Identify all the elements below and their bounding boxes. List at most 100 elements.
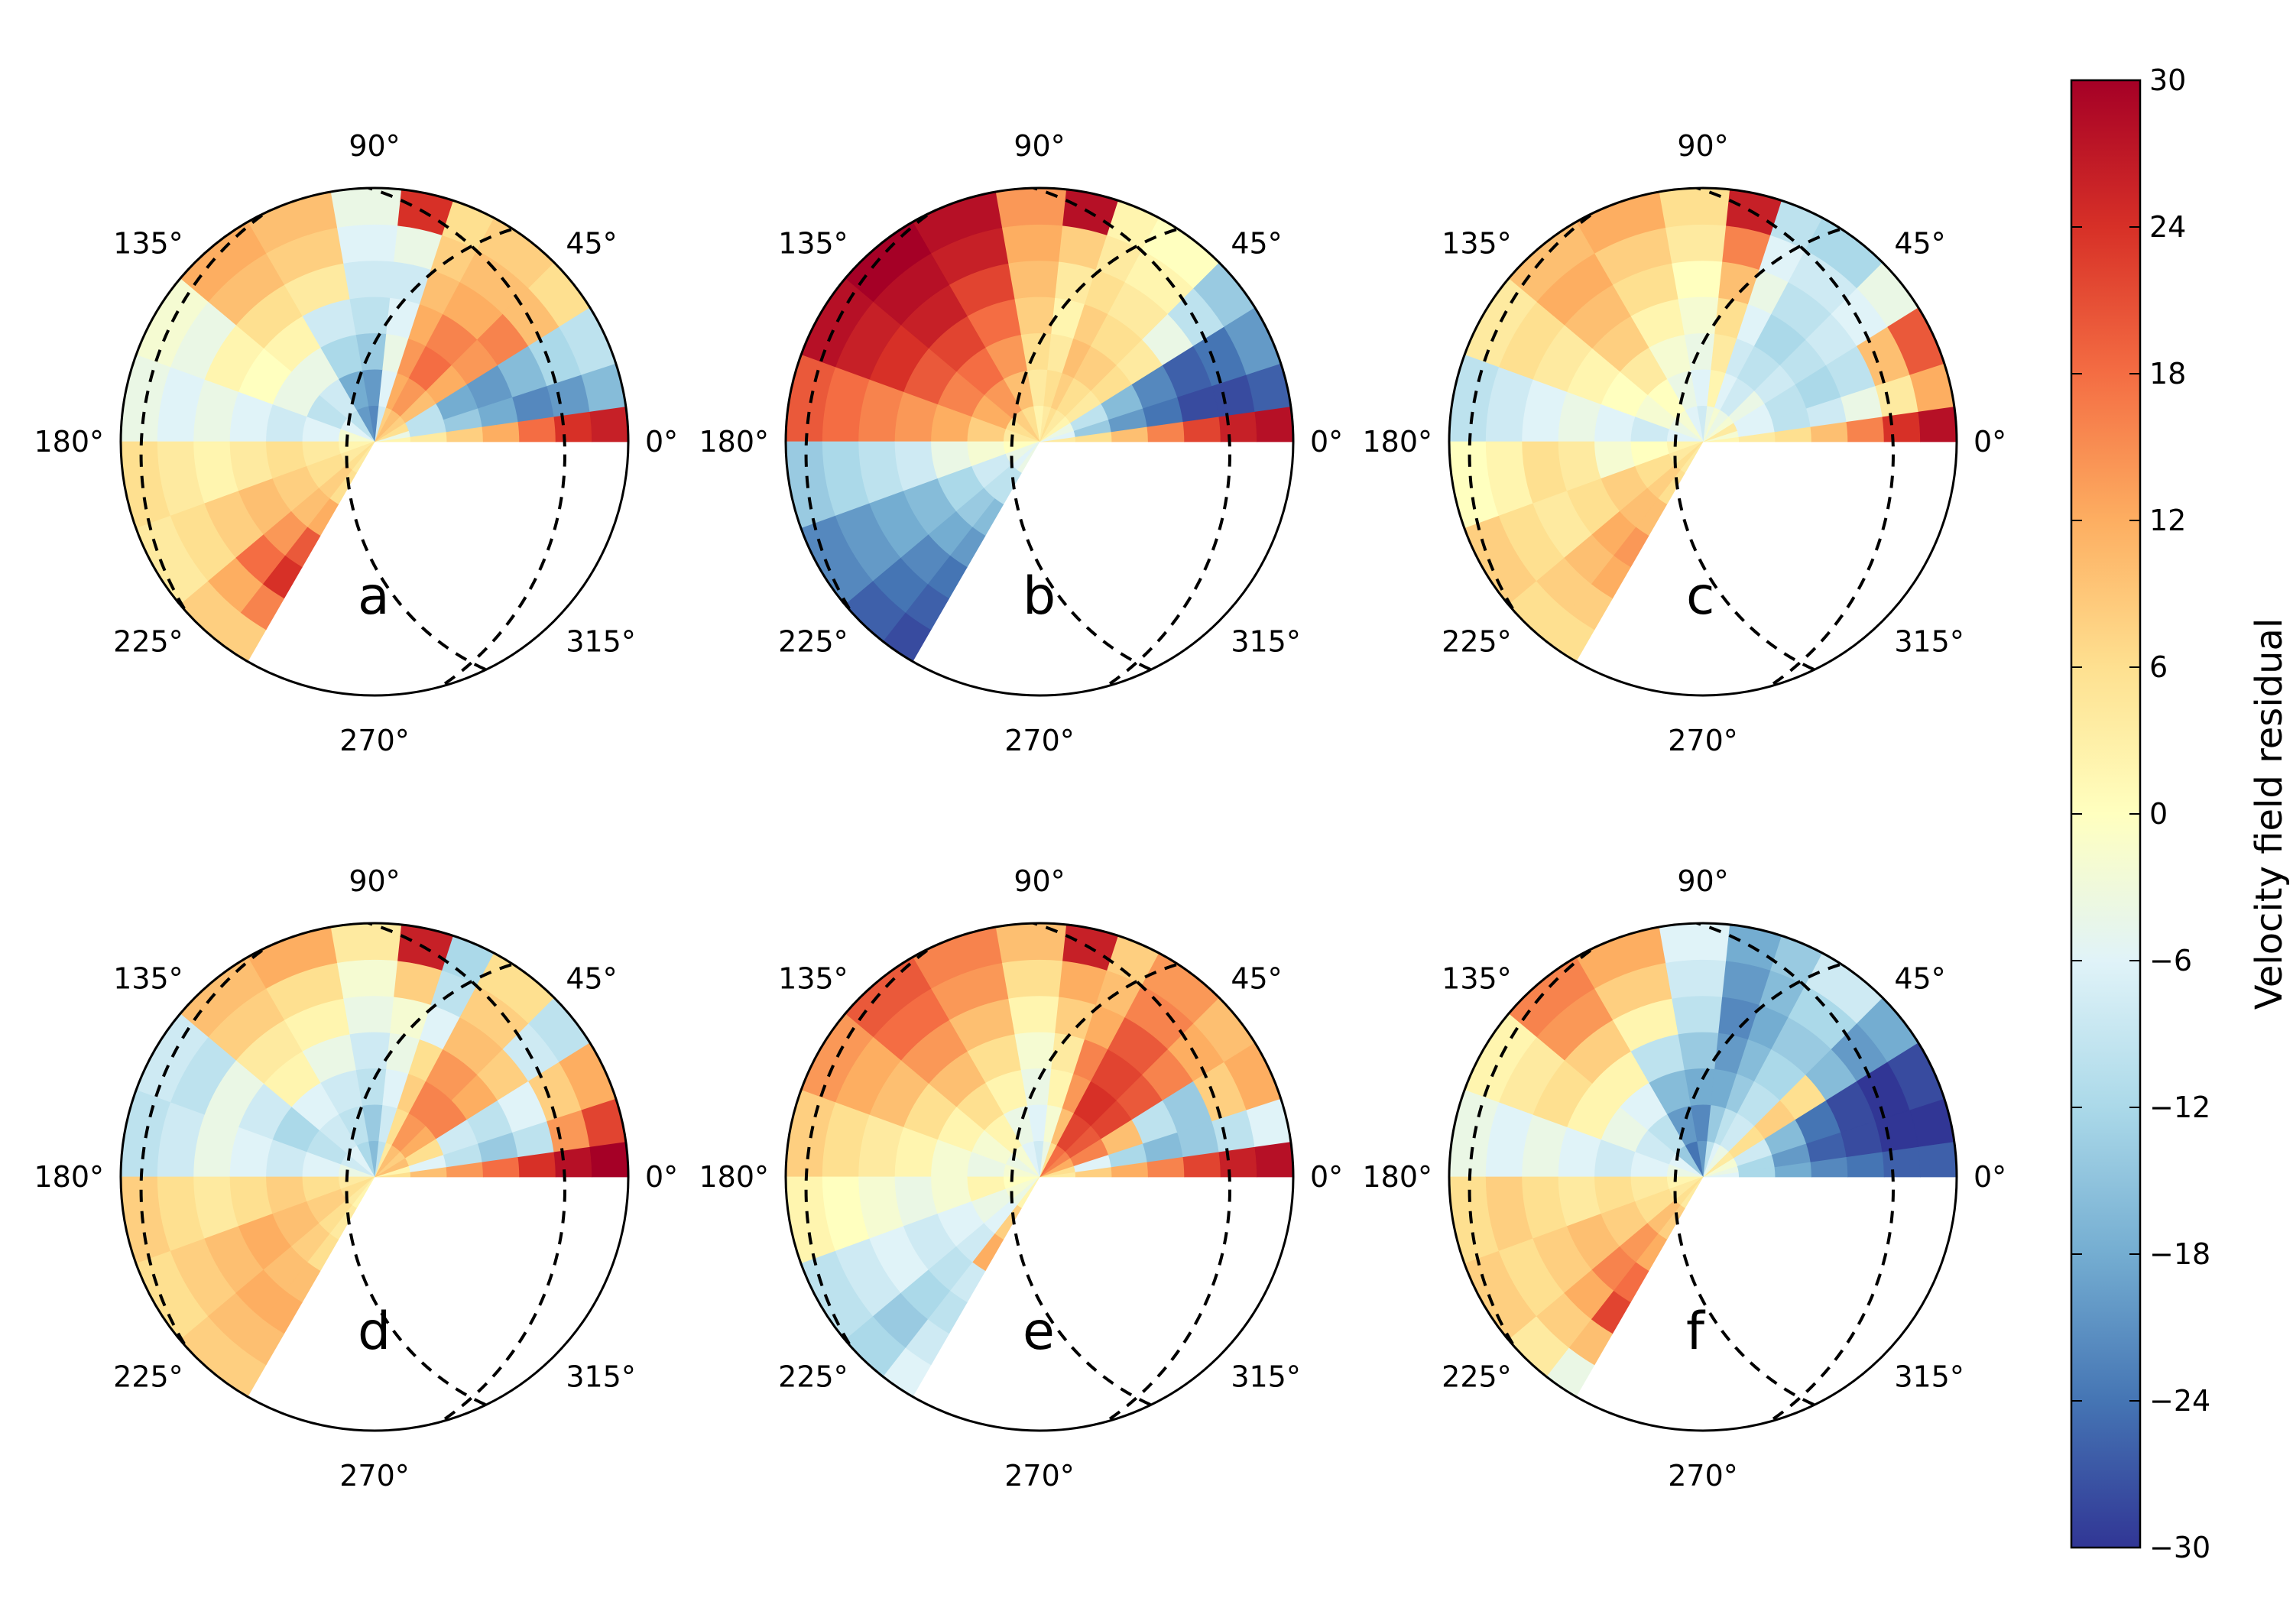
panel-letter: d (358, 1301, 391, 1362)
panel-letter: b (1023, 566, 1056, 627)
theta-tick-label: 0° (1310, 425, 1343, 459)
colorbar-tick-label: 24 (2149, 210, 2186, 244)
theta-tick-label: 45° (1231, 962, 1282, 996)
polar-panels: 0° 45° 90° 135° 180° 225° 270° 315° a 0° 45° 90° 135… (34, 129, 2006, 1493)
wedge-cell (1671, 260, 1723, 300)
dashed-arc (139, 188, 628, 695)
theta-tick-label: 180° (34, 1160, 104, 1194)
colorbar: 30 24 18 12 6 0 −6 −12 −18 −24 −30 Velocity field … (2070, 63, 2291, 1564)
wedge-cell (349, 1031, 391, 1071)
theta-tick-label: 315° (566, 624, 636, 658)
theta-tick-label: 225° (778, 624, 848, 658)
theta-tick-label: 45° (1231, 227, 1282, 261)
colorbar-label: Velocity field residual (2248, 618, 2291, 1010)
theta-tick-label: 45° (566, 227, 617, 261)
panel-a: 0° 45° 90° 135° 180° 225° 270° 315° a (34, 129, 678, 757)
dashed-arc (1468, 923, 1957, 1431)
theta-tick-label: 90° (349, 864, 400, 898)
colorbar-tick-label: −24 (2149, 1384, 2210, 1418)
theta-tick-label: 0° (645, 425, 678, 459)
wedge-cell (1677, 1031, 1719, 1071)
panel-f: 0° 45° 90° 135° 180° 225° 270° 315° f (1362, 864, 2006, 1493)
dashed-arc (804, 923, 1293, 1431)
panel-c: 0° 45° 90° 135° 180° 225° 270° 315° c (1362, 129, 2006, 757)
polar-frame (119, 922, 630, 1432)
colorbar-tick-label: 12 (2149, 504, 2186, 537)
colorbar-tick-label: −12 (2149, 1091, 2210, 1124)
dashed-arc (1449, 188, 1896, 695)
wedge-cell (1671, 995, 1723, 1035)
dashed-arc (786, 188, 1232, 695)
theta-tick-label: 135° (1442, 962, 1512, 996)
wedge-cell (589, 406, 629, 442)
dashed-arc (121, 188, 566, 695)
wedge-cell (329, 922, 402, 964)
colorbar-tick-label: 30 (2149, 63, 2186, 97)
wedge-cell (1007, 260, 1059, 300)
wedge-cell (329, 187, 402, 229)
panel-letter: f (1686, 1301, 1706, 1362)
theta-tick-label: 270° (1004, 724, 1075, 757)
wedge-cell (1665, 959, 1727, 999)
wedge-cell (336, 959, 398, 999)
wedge-cell (1918, 1141, 1957, 1178)
colorbar-tick-label: 0 (2149, 797, 2168, 831)
wedge-cell (589, 1141, 629, 1178)
wedge-cell (349, 296, 391, 335)
colorbar-tick-label: −18 (2149, 1237, 2210, 1271)
dashed-arc (804, 188, 1293, 695)
theta-tick-label: 225° (778, 1360, 848, 1393)
polar-frame (1448, 186, 1958, 697)
theta-tick-label: 180° (699, 425, 769, 459)
polar-frame (119, 186, 630, 697)
panel-d: 0° 45° 90° 135° 180° 225° 270° 315° d (34, 864, 678, 1493)
colorbar-gradient (2070, 79, 2142, 1549)
theta-tick-label: 135° (113, 962, 183, 996)
colorbar-ticks: 30 24 18 12 6 0 −6 −12 −18 −24 −30 (2071, 63, 2210, 1564)
panel-b: 0° 45° 90° 135° 180° 225° 270° 315° b (699, 129, 1343, 757)
colorbar-tick-label: 6 (2149, 650, 2168, 684)
theta-tick-label: 0° (1310, 1160, 1343, 1194)
theta-tick-label: 315° (1231, 1360, 1301, 1393)
theta-tick-label: 90° (1677, 864, 1728, 898)
theta-tick-label: 225° (1442, 624, 1512, 658)
theta-tick-label: 135° (778, 227, 848, 261)
theta-tick-label: 225° (113, 1360, 183, 1393)
theta-tick-label: 135° (113, 227, 183, 261)
theta-tick-label: 135° (778, 962, 848, 996)
theta-tick-label: 0° (1974, 425, 2006, 459)
theta-tick-label: 270° (1004, 1459, 1075, 1493)
wedge-cell (1254, 1141, 1294, 1178)
wedge-cell (1658, 187, 1730, 229)
wedge-cell (342, 995, 394, 1035)
theta-tick-label: 90° (1014, 864, 1065, 898)
theta-tick-label: 45° (566, 962, 617, 996)
theta-tick-label: 45° (1894, 227, 1945, 261)
theta-tick-label: 315° (1894, 1360, 1964, 1393)
wedge-cell (1665, 224, 1727, 264)
theta-tick-label: 225° (1442, 1360, 1512, 1393)
theta-tick-label: 90° (1014, 129, 1065, 163)
theta-tick-label: 270° (1668, 1459, 1738, 1493)
theta-tick-label: 135° (1442, 227, 1512, 261)
panel-letter: a (358, 566, 390, 627)
panel-letter: c (1686, 566, 1714, 627)
wedge-cell (1001, 224, 1063, 264)
theta-tick-label: 270° (1668, 724, 1738, 757)
wedge-cell (994, 187, 1067, 229)
theta-tick-label: 45° (1894, 962, 1945, 996)
wedge-cell (1677, 296, 1719, 335)
theta-tick-label: 225° (113, 624, 183, 658)
theta-tick-label: 270° (339, 1459, 410, 1493)
colorbar-tick-label: −6 (2149, 944, 2192, 977)
wedge-cell (1918, 406, 1957, 442)
wedge-cell (1001, 959, 1063, 999)
colorbar-tick-label: −30 (2149, 1531, 2210, 1564)
dashed-arc (1468, 188, 1957, 695)
dashed-arc (139, 923, 628, 1431)
wedge-cell (994, 922, 1067, 964)
theta-tick-label: 180° (699, 1160, 769, 1194)
theta-tick-label: 315° (1894, 624, 1964, 658)
theta-tick-label: 90° (1677, 129, 1728, 163)
